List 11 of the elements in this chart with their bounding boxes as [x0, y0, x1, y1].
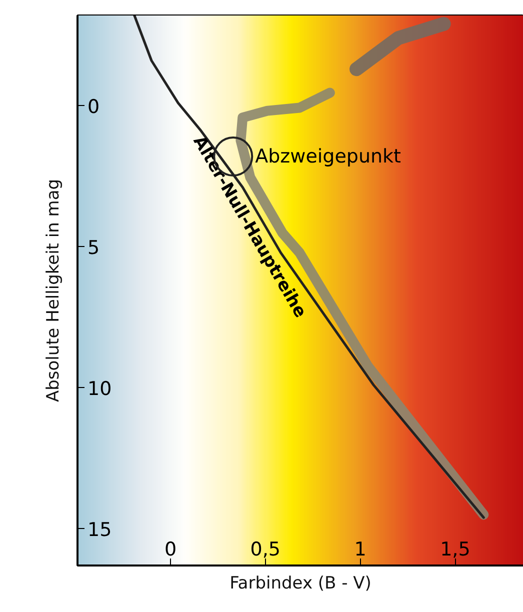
x-tick-label: 1,5: [440, 538, 470, 560]
x-tick-label: 0,5: [250, 538, 280, 560]
x-tick-label: 0: [164, 538, 177, 560]
y-tick-label: 5: [88, 236, 100, 259]
y-tick-label: 0: [88, 96, 100, 118]
x-axis-title: Farbindex (B - V): [230, 574, 372, 594]
y-axis-title: Absolute Helligkeit in mag: [44, 178, 64, 402]
y-tick-label: 15: [88, 518, 112, 541]
y-tick-label: 10: [88, 378, 112, 400]
line-series: [133, 16, 485, 519]
x-tick-label: 1: [354, 538, 366, 560]
